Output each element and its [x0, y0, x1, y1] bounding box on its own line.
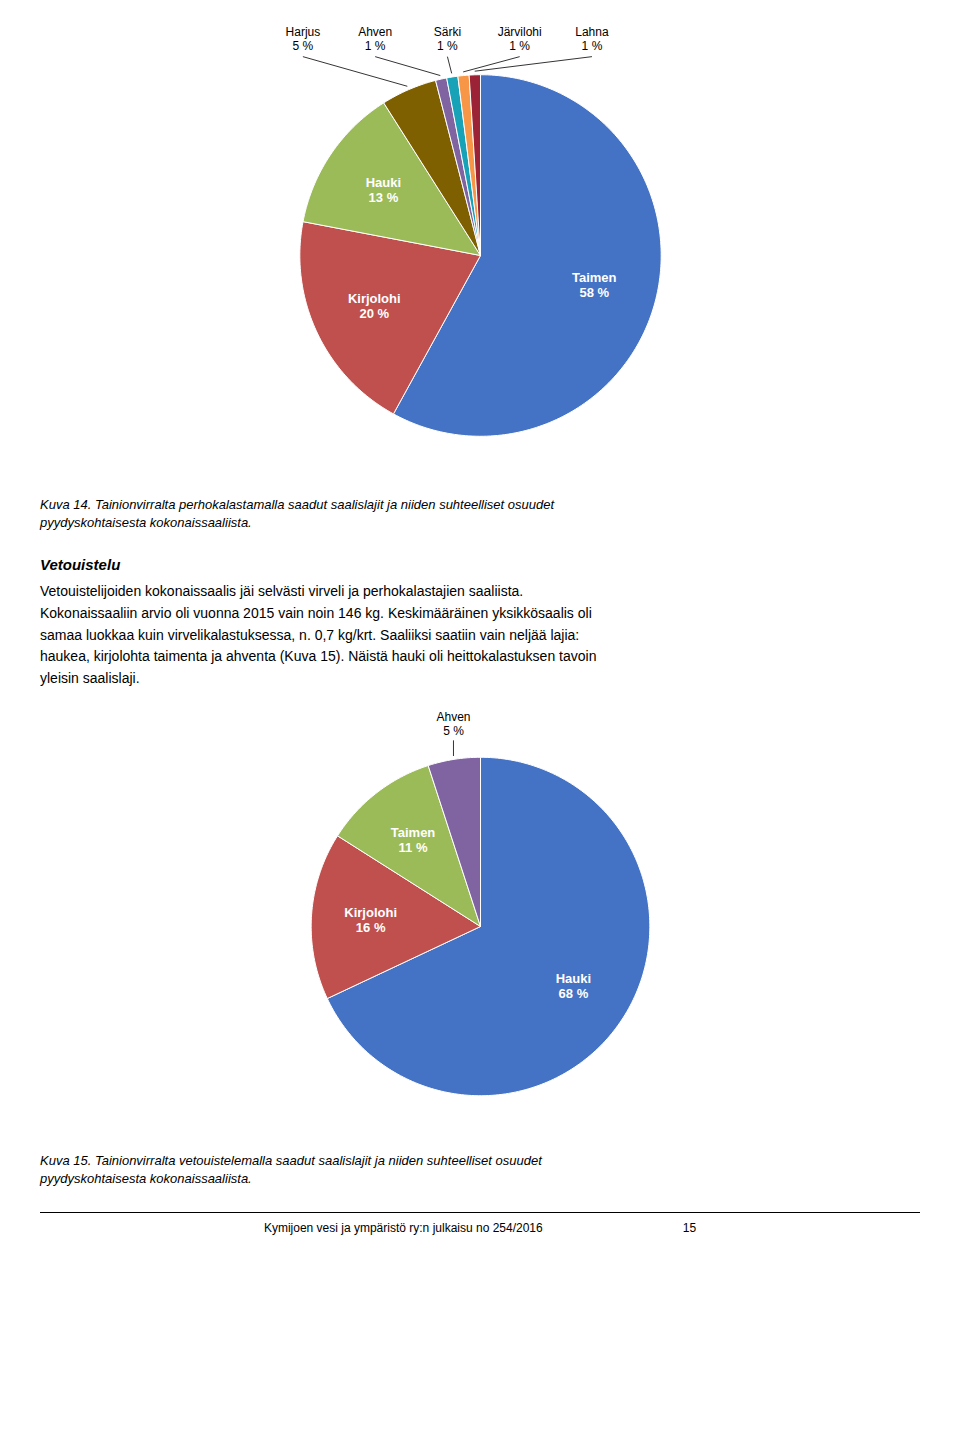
svg-text:Järvilohi1 %: Järvilohi1 %	[498, 25, 542, 53]
svg-text:Harjus5 %: Harjus5 %	[286, 25, 321, 53]
html-text:Vetouistelu: Vetouistelu	[40, 556, 121, 574]
svg-text:Lahna1 %: Lahna1 %	[575, 25, 609, 53]
svg-text:Hauki13 %: Hauki13 %	[366, 175, 401, 205]
svg-text:Taimen58 %: Taimen58 %	[572, 270, 617, 300]
svg-text:Ahven1 %: Ahven1 %	[358, 25, 392, 53]
svg-text:Hauki68 %: Hauki68 %	[556, 971, 591, 1001]
svg-text:Taimen11 %: Taimen11 %	[391, 825, 436, 855]
html-text:Vetouistelijoiden kokonaissaal: Vetouistelijoiden kokonaissaalis jäi sel…	[40, 583, 597, 687]
html-text:Kuva 15. Tainionvirralta vetou: Kuva 15. Tainionvirralta vetouistelemall…	[40, 1152, 542, 1186]
html-text:Kymijoen vesi ja ympäristö ry:: Kymijoen vesi ja ympäristö ry:n julkaisu…	[263, 1221, 697, 1236]
svg-text:Särki1 %: Särki1 %	[434, 25, 461, 53]
svg-text:Kirjolohi20 %: Kirjolohi20 %	[348, 291, 401, 321]
html-text:Kuva 14. Tainionvirralta perho: Kuva 14. Tainionvirralta perhokalastamal…	[40, 497, 555, 531]
svg-text:Kirjolohi16 %: Kirjolohi16 %	[344, 905, 397, 935]
svg-text:Ahven5 %: Ahven5 %	[436, 710, 470, 738]
